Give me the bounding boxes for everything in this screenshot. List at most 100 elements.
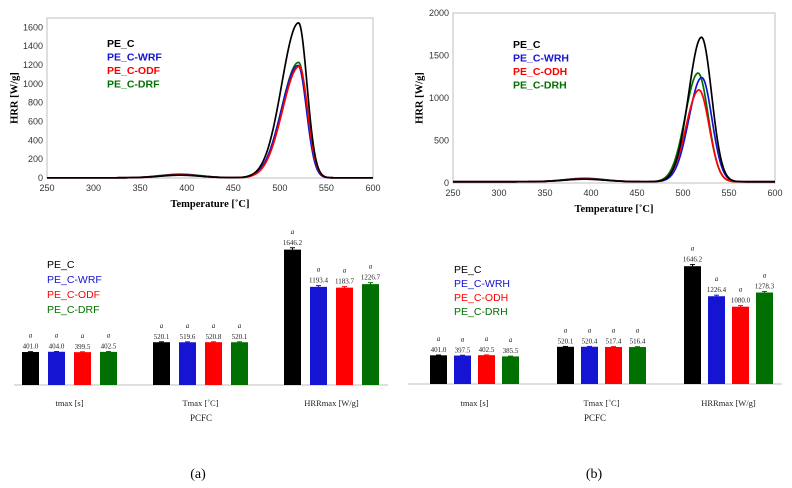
series-line-pe-c — [47, 21, 373, 179]
significance-letter: a — [186, 322, 190, 330]
y-tick-label: 0 — [444, 178, 449, 188]
data-label: 1646.2 — [683, 256, 703, 264]
legend-entry: PE_C-DRH — [454, 306, 508, 318]
significance-letter: a — [317, 266, 321, 274]
legend-entry: PE_C-WRF — [107, 52, 162, 64]
y-tick-label: 1000 — [429, 93, 449, 103]
bar — [502, 356, 519, 384]
bar — [336, 287, 353, 385]
bar — [629, 347, 646, 384]
x-tick-label: 400 — [583, 188, 598, 198]
bar — [179, 342, 196, 385]
data-label: 1226.4 — [707, 286, 727, 294]
significance-letter: a — [485, 335, 489, 343]
bar — [231, 342, 248, 385]
data-label: 1193.4 — [309, 277, 328, 285]
data-label: 385.5 — [503, 347, 519, 355]
x-tick-label: 300 — [86, 183, 101, 193]
y-tick-label: 400 — [28, 135, 43, 145]
bar — [362, 284, 379, 385]
significance-letter: a — [160, 322, 164, 330]
chart-b-bottom: 401.0 a 397.5 a 402.5 a 385.5 a tmax [s] 520.1 a 52… — [408, 245, 782, 423]
x-tick-label: 500 — [675, 188, 690, 198]
series-line-pe-c-odh — [453, 89, 775, 183]
significance-letter: a — [55, 331, 59, 339]
data-label: 404.0 — [49, 342, 65, 350]
significance-letter: a — [343, 267, 347, 275]
series-line-pe-c-drf — [47, 61, 373, 179]
significance-letter: a — [715, 275, 719, 283]
bar — [756, 292, 773, 384]
bar — [430, 355, 447, 384]
y-axis-label: HRR [W/g] — [414, 72, 425, 124]
x-tick-label: 350 — [133, 183, 148, 193]
category-label: HRRmax [W/g] — [304, 398, 359, 408]
legend-entry: PE_C-ODH — [454, 292, 508, 304]
data-label: 399.5 — [75, 343, 91, 351]
bar — [310, 286, 327, 385]
legend-entry: PE_C-DRH — [513, 80, 567, 92]
data-label: 1646.2 — [283, 239, 303, 247]
bar — [684, 266, 701, 384]
category-label: HRRmax [W/g] — [701, 398, 756, 408]
chart-a-top: 250 300 350 400 450 500 550 600 0 200 400 600 800 100… — [9, 17, 381, 210]
y-tick-label: 800 — [28, 98, 43, 108]
x-axis-label: Temperature [˚C] — [170, 199, 249, 210]
data-label: 1183.7 — [335, 278, 354, 286]
data-label: 1278.3 — [755, 282, 775, 290]
y-tick-label: 2000 — [429, 8, 449, 18]
x-tick-label: 300 — [491, 188, 506, 198]
y-tick-label: 1500 — [429, 51, 449, 61]
legend-entry: PE_C-DRF — [47, 304, 100, 316]
series-line-pe-c-wrh — [453, 76, 775, 183]
bar — [708, 296, 725, 384]
x-tick-label: 350 — [537, 188, 552, 198]
series-line-pe-c — [453, 36, 775, 183]
significance-letter: a — [29, 332, 33, 340]
series-line-pe-c-wrf — [47, 64, 373, 179]
legend-entry: PE_C-ODF — [47, 289, 100, 301]
significance-letter: a — [588, 326, 592, 334]
x-tick-label: 550 — [721, 188, 736, 198]
bar — [48, 351, 65, 385]
data-label: 519.6 — [180, 333, 196, 341]
legend-entry: PE_C-ODH — [513, 66, 567, 78]
x-tick-label: 600 — [365, 183, 380, 193]
bar — [153, 342, 170, 385]
x-axis-label: Temperature [˚C] — [574, 204, 653, 215]
bar — [205, 342, 222, 385]
significance-letter: a — [238, 322, 242, 330]
legend-entry: PE_C-ODF — [107, 65, 161, 77]
y-tick-label: 1000 — [23, 79, 43, 89]
significance-letter: a — [509, 336, 513, 344]
x-tick-label: 450 — [226, 183, 241, 193]
data-label: 520.1 — [558, 337, 574, 345]
bar — [22, 352, 39, 385]
data-label: 516.4 — [630, 338, 646, 346]
significance-letter: a — [369, 263, 373, 271]
bar — [454, 355, 471, 384]
bar — [74, 352, 91, 385]
data-label: 517.4 — [606, 338, 622, 346]
y-tick-label: 600 — [28, 117, 43, 127]
legend-entry: PE_C — [47, 259, 75, 271]
legend-entry: PE_C — [513, 39, 541, 51]
significance-letter: a — [81, 332, 85, 340]
legend-entry: PE_C-WRH — [454, 278, 510, 290]
x-tick-label: 250 — [445, 188, 460, 198]
legend-entry: PE_C-WRH — [513, 53, 569, 65]
legend-entry: PE_C-WRF — [47, 274, 102, 286]
x-axis-label: PCFC — [584, 413, 606, 423]
series-line-pe-c-drh — [453, 72, 775, 183]
legend-entry: PE_C-DRF — [107, 79, 160, 91]
x-tick-label: 600 — [767, 188, 782, 198]
data-label: 520.1 — [232, 333, 248, 341]
bar — [100, 351, 117, 385]
bar — [605, 346, 622, 384]
x-tick-label: 550 — [319, 183, 334, 193]
significance-letter: a — [691, 245, 695, 253]
y-axis-label: HRR [W/g] — [9, 72, 20, 124]
data-label: 401.0 — [23, 343, 39, 351]
category-label: Tmax [˚C] — [182, 398, 218, 408]
